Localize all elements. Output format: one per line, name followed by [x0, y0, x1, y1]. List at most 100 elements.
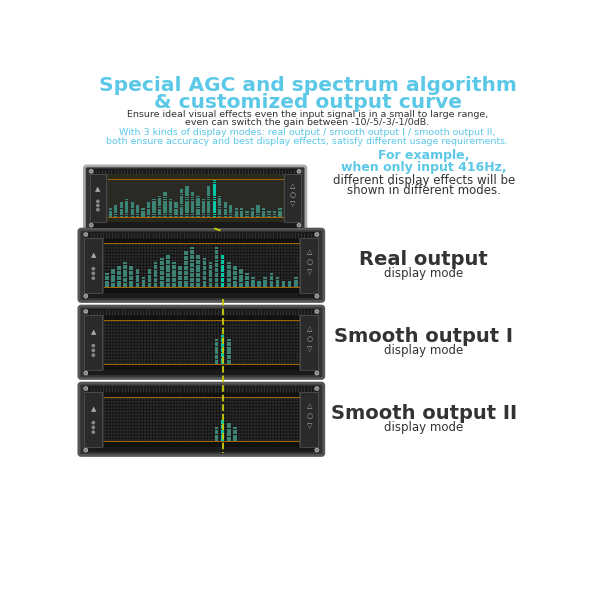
Circle shape [260, 272, 262, 274]
Circle shape [211, 424, 212, 425]
Circle shape [120, 359, 121, 361]
Circle shape [178, 263, 179, 265]
Circle shape [236, 272, 237, 274]
Bar [227, 349, 230, 352]
Circle shape [145, 254, 146, 255]
Circle shape [224, 257, 225, 258]
Circle shape [242, 180, 244, 181]
Circle shape [257, 404, 258, 406]
Circle shape [120, 356, 121, 357]
Bar [275, 280, 279, 282]
Circle shape [132, 346, 133, 347]
Circle shape [269, 404, 271, 406]
Circle shape [160, 272, 161, 274]
Circle shape [193, 182, 194, 184]
Bar [84, 232, 319, 238]
Circle shape [132, 340, 133, 341]
Bar [172, 270, 176, 272]
Circle shape [214, 334, 215, 335]
Bar [294, 285, 298, 287]
Circle shape [296, 272, 298, 274]
Circle shape [224, 420, 225, 421]
Bar [245, 278, 249, 280]
Circle shape [266, 285, 268, 286]
Circle shape [126, 321, 127, 322]
Circle shape [92, 354, 94, 356]
Circle shape [132, 334, 133, 335]
Circle shape [211, 324, 212, 325]
Circle shape [202, 398, 203, 399]
Circle shape [190, 407, 191, 409]
Circle shape [117, 343, 118, 344]
Circle shape [105, 433, 106, 434]
Circle shape [114, 340, 115, 341]
Circle shape [148, 411, 149, 412]
Circle shape [166, 191, 167, 192]
Circle shape [108, 398, 109, 399]
Circle shape [287, 411, 289, 412]
Circle shape [193, 340, 194, 341]
Circle shape [281, 260, 283, 261]
Circle shape [221, 285, 222, 286]
Circle shape [260, 337, 262, 338]
Circle shape [114, 194, 115, 195]
Circle shape [135, 359, 136, 361]
Bar [190, 250, 194, 252]
Circle shape [190, 257, 191, 258]
Circle shape [281, 439, 283, 440]
Circle shape [232, 180, 233, 181]
Circle shape [122, 207, 123, 208]
Circle shape [169, 210, 170, 211]
Circle shape [245, 215, 247, 217]
Circle shape [266, 272, 268, 274]
Circle shape [290, 353, 292, 354]
Bar [245, 275, 249, 278]
Circle shape [208, 439, 209, 440]
Bar [169, 214, 172, 215]
Circle shape [133, 194, 134, 195]
Bar [158, 205, 161, 206]
Circle shape [236, 404, 237, 406]
Circle shape [148, 420, 149, 421]
Circle shape [272, 404, 274, 406]
Circle shape [126, 334, 127, 335]
Circle shape [187, 433, 188, 434]
Circle shape [233, 321, 234, 322]
Bar [215, 280, 218, 283]
Circle shape [141, 205, 142, 206]
Circle shape [284, 350, 286, 351]
Circle shape [111, 194, 112, 195]
Circle shape [160, 199, 161, 200]
Circle shape [142, 340, 143, 341]
Circle shape [209, 194, 211, 195]
Circle shape [202, 254, 203, 255]
Circle shape [204, 199, 205, 200]
Circle shape [142, 263, 143, 265]
Circle shape [287, 350, 289, 351]
Circle shape [133, 205, 134, 206]
Circle shape [264, 194, 266, 195]
Circle shape [154, 324, 155, 325]
Circle shape [136, 188, 137, 190]
Circle shape [253, 199, 254, 200]
Circle shape [175, 398, 176, 399]
Bar [245, 214, 249, 215]
Circle shape [242, 254, 243, 255]
Circle shape [269, 359, 271, 361]
Circle shape [254, 337, 255, 338]
Circle shape [163, 263, 164, 265]
Circle shape [190, 185, 191, 187]
Circle shape [233, 269, 234, 271]
Circle shape [251, 263, 252, 265]
Bar [221, 335, 224, 337]
Circle shape [127, 194, 128, 195]
Circle shape [281, 254, 283, 255]
Bar [275, 285, 279, 287]
Circle shape [260, 279, 262, 280]
Circle shape [179, 207, 181, 208]
Circle shape [105, 282, 106, 283]
Circle shape [287, 353, 289, 354]
Circle shape [184, 359, 185, 361]
Circle shape [148, 285, 149, 286]
Bar [125, 203, 128, 205]
